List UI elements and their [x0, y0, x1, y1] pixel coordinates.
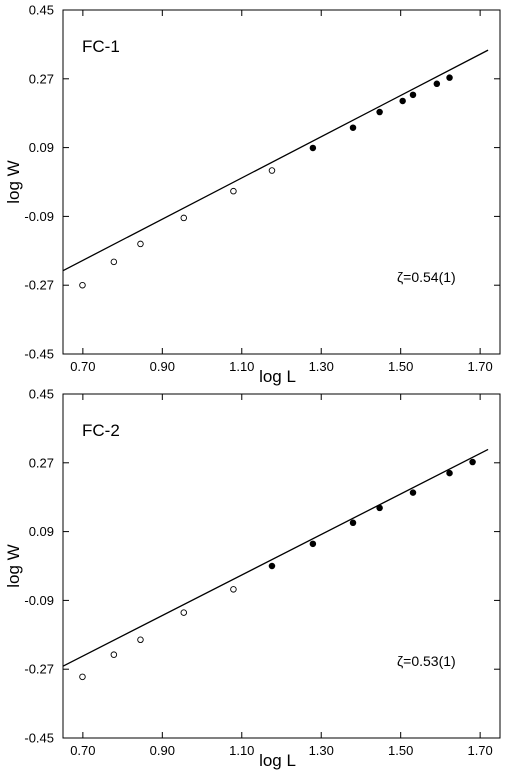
data-point-open	[268, 167, 276, 174]
y-tick-label: -0.09	[24, 209, 54, 224]
panel-fc-1: FC-1 log L log W ζ=0.54(1) 0.70 0.90 1.10 1…	[4, 3, 501, 386]
y-tick-label: 0.27	[29, 455, 54, 470]
x-tick-label: 1.70	[467, 359, 492, 374]
data-point-open	[110, 258, 118, 266]
y-tick-label: 0.09	[29, 524, 54, 539]
data-point-filled	[349, 124, 357, 131]
y-tick-label: 0.09	[29, 140, 54, 155]
data-point-filled	[268, 562, 276, 570]
fit-line	[62, 49, 489, 272]
y-axis-label: log W	[4, 544, 23, 587]
x-tick-label: 1.70	[467, 743, 492, 758]
slope-annotation: ζ=0.53(1)	[397, 653, 456, 669]
data-point-filled	[399, 97, 406, 105]
data-point-open	[230, 187, 237, 195]
x-axis-label: log L	[259, 367, 296, 386]
x-tick-label: 0.70	[70, 743, 95, 758]
panel-fc-2: FC-2 log L log W ζ=0.53(1) 0.70 0.90 1.10 1…	[4, 387, 501, 770]
data-point-open	[137, 240, 144, 248]
y-tick-label: 0.27	[29, 71, 54, 86]
x-tick-label: 0.70	[70, 359, 95, 374]
x-tick-label: 1.10	[229, 743, 254, 758]
slope-annotation: ζ=0.54(1)	[397, 269, 456, 285]
data-point-filled	[376, 504, 383, 512]
data-point-filled	[309, 144, 317, 152]
data-point-filled	[446, 74, 453, 81]
x-tick-label: 1.50	[388, 743, 413, 758]
data-point-open	[110, 651, 118, 658]
x-tick-label: 1.50	[388, 359, 413, 374]
data-point-open	[180, 609, 188, 616]
x-tick-label: 1.10	[229, 359, 254, 374]
x-tick-label: 0.90	[150, 743, 175, 758]
data-point-filled	[446, 469, 453, 477]
data-point-open	[137, 636, 144, 644]
y-tick-label: -0.27	[24, 278, 54, 293]
panel-title: FC-1	[82, 37, 120, 56]
data-point-filled	[309, 540, 317, 548]
panel-title: FC-2	[82, 421, 120, 440]
y-tick-label: -0.27	[24, 662, 54, 677]
y-tick-label: -0.45	[24, 347, 54, 362]
y-tick-label: 0.45	[29, 387, 54, 402]
marks-group	[62, 49, 489, 289]
y-tick-label: -0.45	[24, 731, 54, 746]
data-point-open	[79, 673, 86, 681]
marks-group	[62, 448, 489, 681]
x-tick-label: 1.30	[309, 743, 334, 758]
data-point-filled	[409, 91, 417, 99]
ticks-group: 0.70 0.90 1.10 1.30 1.50 1.70 0.45 0.27 0.09 -0.0…	[24, 387, 500, 758]
y-axis-label: log W	[4, 160, 23, 203]
data-point-filled	[469, 458, 476, 466]
x-tick-label: 0.90	[150, 359, 175, 374]
fit-line	[62, 448, 489, 667]
data-point-open	[180, 214, 188, 222]
plot-frame	[62, 9, 501, 355]
y-tick-label: 0.45	[29, 3, 54, 18]
ticks-group: 0.70 0.90 1.10 1.30 1.50 1.70 0.45 0.27 0.09 -0.0…	[24, 3, 500, 374]
x-axis-label: log L	[259, 751, 296, 770]
data-point-filled	[376, 108, 383, 116]
plot-frame	[62, 393, 501, 739]
data-point-filled	[433, 80, 441, 88]
data-point-open	[230, 586, 237, 593]
data-point-filled	[409, 489, 417, 496]
x-tick-label: 1.30	[309, 359, 334, 374]
data-point-open	[79, 281, 86, 289]
y-tick-label: -0.09	[24, 593, 54, 608]
data-point-filled	[349, 519, 357, 527]
